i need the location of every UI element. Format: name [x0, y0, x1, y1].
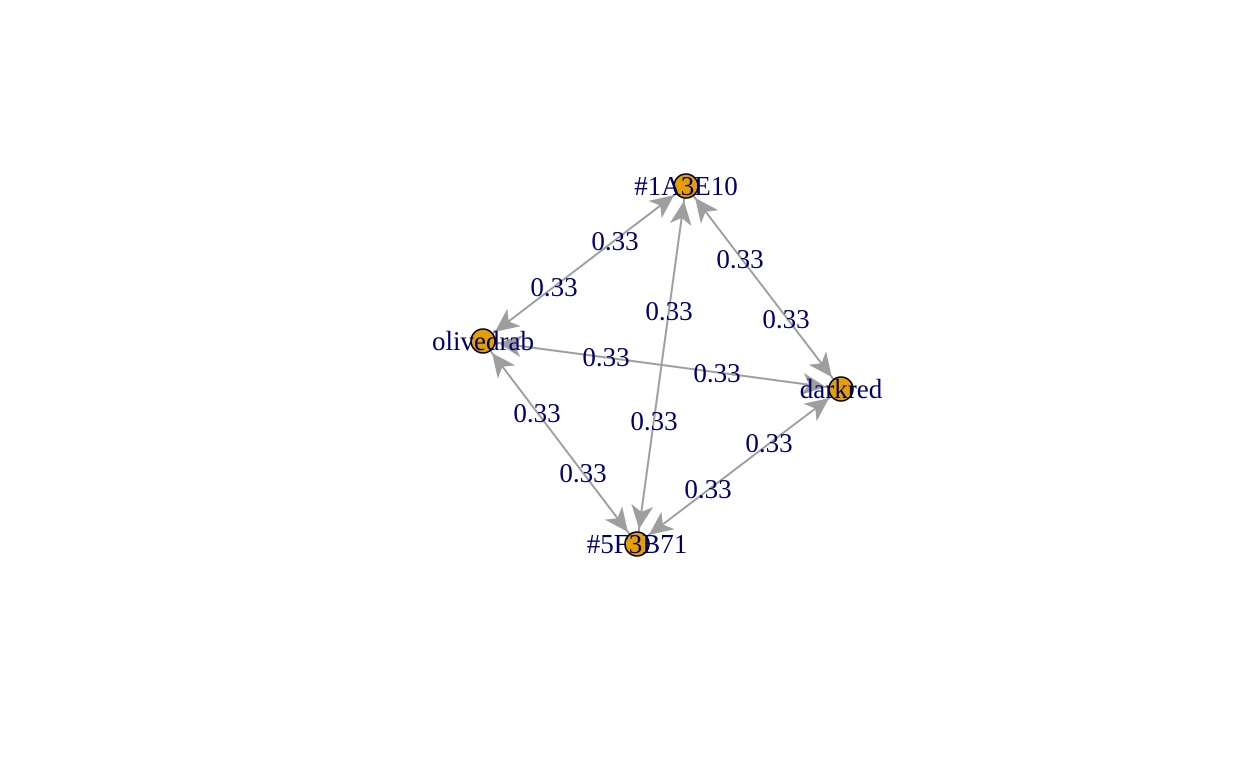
edge-label-darkred-to-5f3b71: 0.33 — [745, 428, 792, 458]
edge-label-5f3b71-to-1a3e10: 0.33 — [630, 406, 677, 436]
arrowhead-darkred-to-1a3e10 — [695, 197, 719, 224]
edge-label-olivedrab-to-5f3b71: 0.33 — [513, 398, 560, 428]
arrowhead-1a3e10-to-darkred — [808, 351, 832, 378]
node-label-1a3e10: #1A3E10 — [634, 171, 738, 201]
arrowhead-5f3b71-to-darkred — [803, 398, 830, 422]
edges-layer — [489, 192, 835, 538]
arrowhead-darkred-to-olivedrab — [497, 335, 524, 358]
arrowhead-darkred-to-5f3b71 — [648, 511, 675, 535]
node-labels-layer: #1A3E10 olivedrab darkred #5F3B71 — [432, 171, 883, 559]
edge-label-5f3b71-to-darkred: 0.33 — [684, 474, 731, 504]
arrowhead-olivedrab-to-darkred — [800, 372, 827, 395]
edge-label-darkred-to-1a3e10: 0.33 — [762, 304, 809, 334]
arrowhead-1a3e10-to-olivedrab — [494, 308, 521, 332]
node-1a3e10 — [673, 173, 699, 199]
edge-line-1a3e10~darkred — [692, 194, 835, 381]
node-5f3b71 — [624, 531, 650, 557]
edge-line-5f3b71~olivedrab — [489, 349, 631, 536]
edge-label-olivedrab-to-1a3e10: 0.33 — [530, 272, 577, 302]
arrowhead-olivedrab-to-5f3b71 — [604, 506, 628, 532]
edge-labels-layer: 0.33 0.33 0.33 0.33 0.33 0.33 0.33 0.33 0.33 0.33… — [513, 226, 809, 504]
arrowhead-1a3e10-to-5f3b71 — [631, 503, 654, 530]
arrowhead-5f3b71-to-1a3e10 — [669, 200, 692, 227]
node-darkred — [828, 376, 854, 402]
arrowhead-5f3b71-to-olivedrab — [492, 353, 516, 379]
edge-line-darkred~olivedrab — [494, 341, 830, 389]
edge-label-1a3e10-to-darkred: 0.33 — [716, 244, 763, 274]
edge-label-darkred-to-olivedrab: 0.33 — [693, 358, 740, 388]
edge-label-1a3e10-to-olivedrab: 0.33 — [591, 226, 638, 256]
edge-line-1a3e10~olivedrab — [491, 192, 678, 335]
arrowhead-olivedrab-to-1a3e10 — [648, 195, 675, 219]
node-label-olivedrab: olivedrab — [432, 326, 534, 356]
edge-line-5f3b71~darkred — [645, 395, 833, 538]
node-label-5f3b71: #5F3B71 — [587, 529, 688, 559]
edge-label-olivedrab-to-darkred: 0.33 — [582, 342, 629, 372]
nodes-layer — [470, 173, 854, 557]
node-olivedrab — [470, 328, 496, 354]
node-label-darkred: darkred — [800, 374, 883, 404]
edge-label-1a3e10-to-5f3b71: 0.33 — [645, 296, 692, 326]
edge-label-5f3b71-to-olivedrab: 0.33 — [559, 458, 606, 488]
